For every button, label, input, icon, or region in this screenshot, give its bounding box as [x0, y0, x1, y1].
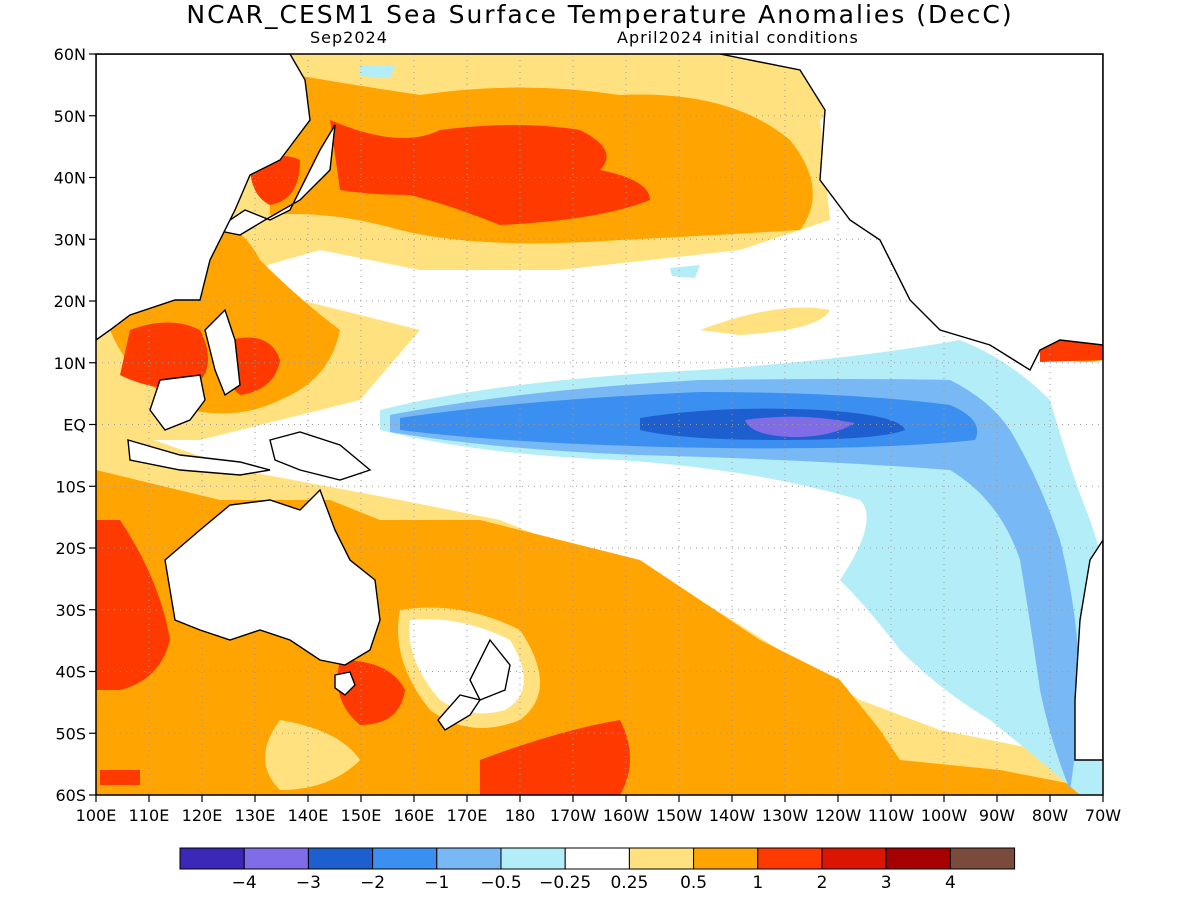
lon-tick-label: 150E — [341, 806, 382, 825]
colorbar-swatch — [885, 847, 951, 870]
colorbar-swatch — [564, 847, 630, 870]
colorbar-label: 4 — [945, 873, 956, 893]
lon-tick-label: 170W — [550, 806, 597, 825]
colorbar-swatch — [693, 847, 759, 870]
colorbar-swatch — [821, 847, 887, 870]
lon-tick-label: 70W — [1085, 806, 1121, 825]
lon-tick-label: 120E — [182, 806, 223, 825]
init-conditions-label: April2024 initial conditions — [617, 28, 859, 47]
lon-tick-label: 120W — [815, 806, 862, 825]
colorbar-swatch — [243, 847, 309, 870]
colorbar-label: 0.5 — [680, 873, 707, 893]
colorbar-label: 2 — [817, 873, 828, 893]
colorbar-label: −2 — [360, 873, 385, 893]
colorbar-swatch — [179, 847, 245, 870]
colorbar-label: −1 — [424, 873, 449, 893]
colorbar-swatch — [372, 847, 438, 870]
lon-tick-label: 90W — [979, 806, 1015, 825]
lon-tick-label: 100W — [921, 806, 968, 825]
lat-tick-label: 50S — [55, 724, 86, 743]
lon-tick-label: 100E — [76, 806, 117, 825]
lon-tick-label: 140W — [709, 806, 756, 825]
lat-tick-label: 10N — [54, 354, 86, 373]
lat-tick-label: 10S — [55, 477, 86, 496]
colorbar-label: −3 — [296, 873, 321, 893]
colorbar-label: −0.5 — [480, 873, 521, 893]
colorbar: −4 −3 −2 −1 −0.5 −0.25 0.25 0.5 1 2 3 4 — [179, 847, 1016, 893]
colorbar-swatch — [757, 847, 823, 870]
lon-tick-label: 140E — [288, 806, 329, 825]
lat-tick-label: 60N — [54, 45, 86, 64]
colorbar-label: 1 — [752, 873, 763, 893]
lon-tick-label: 130W — [762, 806, 809, 825]
lat-tick-label: 40S — [55, 663, 86, 682]
lon-tick-label: 110W — [868, 806, 915, 825]
colorbar-swatch — [307, 847, 374, 870]
lon-tick-label: 160E — [394, 806, 435, 825]
colorbar-label: 0.25 — [610, 873, 648, 893]
lat-tick-label: 50N — [54, 107, 86, 126]
colorbar-swatch — [436, 847, 502, 870]
lon-tick-label: 130E — [235, 806, 276, 825]
lon-tick-label: 80W — [1032, 806, 1068, 825]
coastlines — [96, 54, 1103, 761]
colorbar-label: −4 — [232, 873, 257, 893]
latitude-axis: 60N 50N 40N 30N 20N 10N EQ 10S 20S 30S 40S 50S 60S — [54, 45, 96, 805]
forecast-month-label: Sep2024 — [310, 28, 388, 47]
lat-tick-label: EQ — [63, 416, 86, 435]
lon-tick-label: 170E — [447, 806, 488, 825]
colorbar-swatch — [949, 847, 1016, 870]
map-title: NCAR_CESM1 Sea Surface Temperature Anoma… — [186, 0, 1014, 29]
lat-tick-label: 30S — [55, 601, 86, 620]
longitude-axis: 100E 110E 120E 130E 140E 150E 160E 170E 180 170W 1… — [76, 795, 1121, 825]
colorbar-label: −0.25 — [539, 873, 591, 893]
colorbar-swatch — [628, 847, 695, 870]
colorbar-swatch — [500, 847, 566, 870]
lon-tick-label: 180 — [505, 806, 536, 825]
lat-tick-label: 20S — [55, 539, 86, 558]
lon-tick-label: 110E — [129, 806, 170, 825]
colorbar-label: 3 — [881, 873, 892, 893]
lat-tick-label: 40N — [54, 169, 86, 188]
lat-tick-label: 20N — [54, 292, 86, 311]
lon-tick-label: 150W — [656, 806, 703, 825]
lat-tick-label: 60S — [55, 786, 86, 805]
lat-tick-label: 30N — [54, 230, 86, 249]
lon-tick-label: 160W — [603, 806, 650, 825]
